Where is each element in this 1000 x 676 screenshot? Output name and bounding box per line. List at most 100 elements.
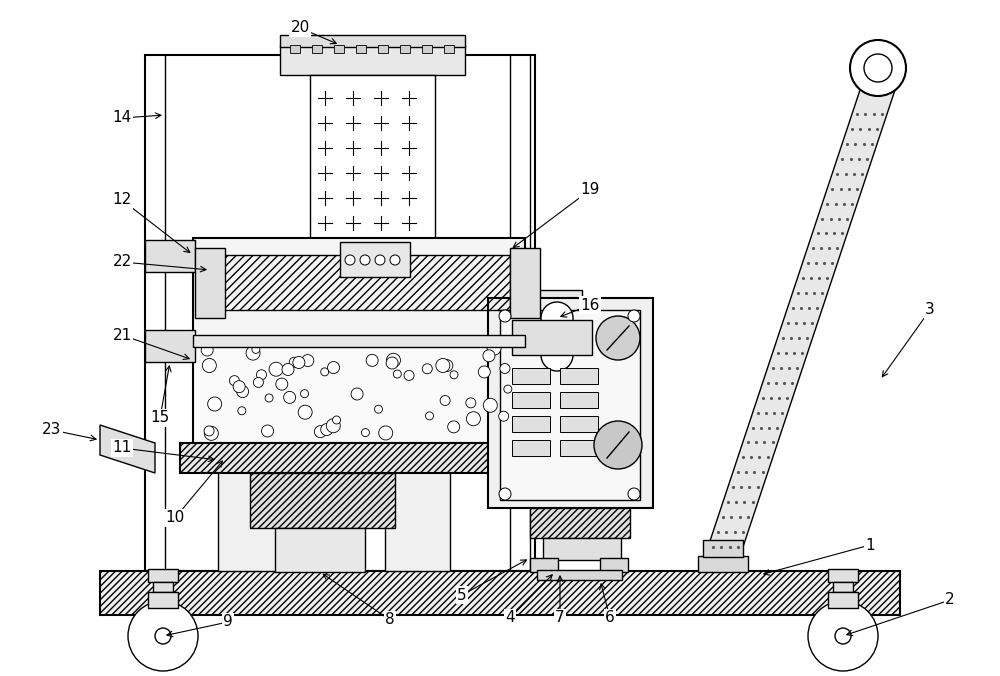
Circle shape (326, 418, 340, 433)
Bar (193, 238, 525, 338)
Circle shape (386, 354, 400, 367)
Bar (512, 416, 550, 432)
Bar (218, 443, 283, 571)
Circle shape (850, 40, 906, 96)
Circle shape (450, 371, 458, 379)
Bar (378, 45, 388, 53)
Circle shape (282, 364, 294, 375)
Bar (530, 558, 558, 572)
Bar (512, 392, 550, 408)
Text: 19: 19 (580, 183, 600, 197)
Bar (560, 416, 598, 432)
Bar (703, 540, 743, 557)
Bar (312, 45, 322, 53)
Text: 22: 22 (112, 254, 132, 270)
Circle shape (390, 255, 400, 265)
Circle shape (253, 377, 263, 387)
Circle shape (328, 362, 340, 374)
Circle shape (262, 425, 274, 437)
Circle shape (202, 358, 216, 372)
Bar (828, 569, 858, 582)
Circle shape (233, 381, 245, 393)
Circle shape (393, 370, 401, 378)
Circle shape (366, 354, 378, 366)
Circle shape (499, 310, 511, 322)
Circle shape (314, 426, 326, 437)
Circle shape (361, 429, 369, 437)
Circle shape (504, 385, 512, 393)
Circle shape (374, 405, 382, 413)
Text: 4: 4 (505, 610, 515, 625)
Bar (512, 440, 550, 456)
Circle shape (237, 385, 249, 397)
Circle shape (269, 362, 283, 377)
Bar (290, 45, 300, 53)
Bar (560, 440, 598, 456)
Text: 21: 21 (112, 327, 132, 343)
Circle shape (466, 398, 476, 408)
Bar (828, 592, 858, 608)
Circle shape (375, 255, 385, 265)
Text: 16: 16 (580, 297, 600, 312)
Bar (512, 320, 592, 355)
Circle shape (541, 302, 573, 334)
Circle shape (256, 370, 266, 380)
Circle shape (466, 412, 480, 426)
Bar (180, 443, 560, 473)
Circle shape (499, 411, 509, 421)
Bar (525, 330, 575, 362)
Bar (560, 368, 598, 384)
Circle shape (204, 427, 218, 440)
Text: 12: 12 (112, 193, 132, 208)
Bar (560, 392, 598, 408)
Circle shape (321, 368, 329, 376)
Circle shape (298, 405, 312, 419)
Circle shape (483, 349, 495, 362)
Circle shape (448, 421, 460, 433)
Circle shape (238, 407, 246, 415)
Circle shape (404, 370, 414, 381)
Circle shape (483, 398, 497, 412)
Bar (148, 592, 178, 608)
Circle shape (499, 488, 511, 500)
Bar (280, 45, 465, 75)
Circle shape (478, 366, 490, 378)
Bar (488, 298, 653, 508)
Circle shape (500, 364, 510, 373)
Circle shape (293, 356, 305, 368)
Bar (698, 556, 748, 572)
Bar (193, 335, 525, 347)
Circle shape (440, 395, 450, 406)
Circle shape (301, 389, 309, 397)
Circle shape (302, 355, 314, 366)
Text: 7: 7 (555, 610, 565, 625)
Circle shape (265, 394, 273, 402)
Circle shape (835, 628, 851, 644)
Bar (532, 290, 582, 385)
Text: 15: 15 (150, 410, 170, 425)
Text: 3: 3 (925, 302, 935, 318)
Polygon shape (700, 90, 895, 571)
Bar (310, 75, 435, 240)
Text: 10: 10 (165, 510, 185, 525)
Circle shape (379, 426, 393, 440)
Text: 6: 6 (605, 610, 615, 625)
Bar (510, 248, 540, 318)
Text: 9: 9 (223, 614, 233, 629)
Circle shape (208, 397, 222, 411)
Bar (148, 569, 178, 582)
Circle shape (386, 357, 398, 369)
Bar (532, 385, 587, 435)
Bar (422, 45, 432, 53)
Text: 11: 11 (112, 441, 132, 456)
Circle shape (284, 391, 296, 404)
Circle shape (276, 378, 288, 390)
Circle shape (289, 357, 299, 367)
Text: 1: 1 (865, 537, 875, 552)
Circle shape (128, 601, 198, 671)
Text: 14: 14 (112, 110, 132, 126)
Bar (250, 473, 395, 528)
Bar (400, 45, 410, 53)
Text: 20: 20 (290, 20, 310, 36)
Circle shape (360, 255, 370, 265)
